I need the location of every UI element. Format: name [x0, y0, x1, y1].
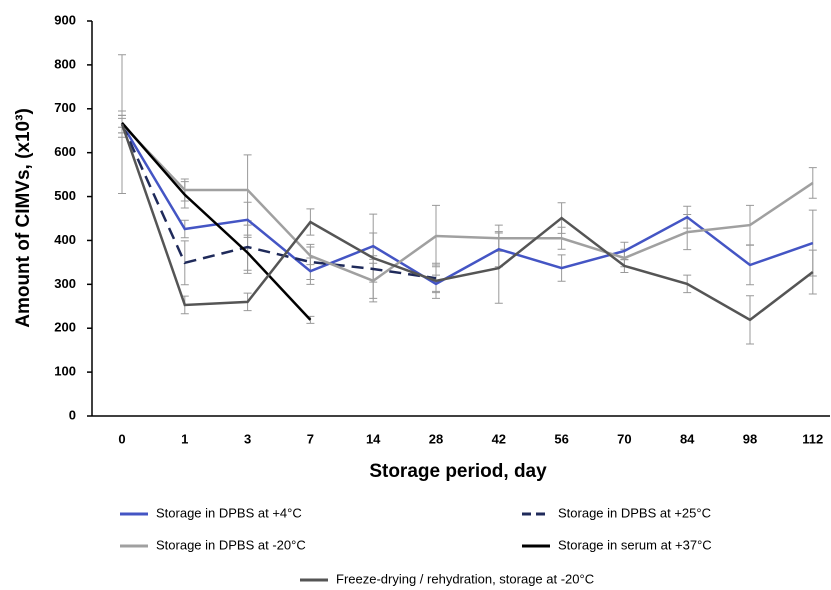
- x-tick-label: 3: [244, 431, 251, 446]
- x-tick-label: 70: [617, 431, 631, 446]
- x-tick-label: 56: [554, 431, 568, 446]
- x-tick-label: 14: [366, 431, 381, 446]
- legend-label: Storage in serum at +37°C: [558, 537, 712, 552]
- y-axis-title: Amount of CIMVs, (x10³): [13, 108, 34, 328]
- y-tick-label: 600: [54, 144, 76, 159]
- legend-label: Storage in DPBS at +25°C: [558, 505, 711, 520]
- y-tick-label: 700: [54, 100, 76, 115]
- series-line: [120, 123, 814, 322]
- series-line: [121, 122, 312, 321]
- x-tick-label: 98: [743, 431, 757, 446]
- y-tick-label: 400: [54, 232, 76, 247]
- x-tick-label: 1: [181, 431, 188, 446]
- series-line: [120, 123, 814, 286]
- legend-label: Storage in DPBS at -20°C: [156, 537, 306, 552]
- y-tick-label: 0: [69, 407, 76, 422]
- y-tick-label: 100: [54, 364, 76, 379]
- x-tick-label: 112: [802, 431, 823, 446]
- y-tick-label: 500: [54, 188, 76, 203]
- y-tick-label: 200: [54, 320, 76, 335]
- x-tick-label: 84: [680, 431, 695, 446]
- legend-label: Freeze-drying / rehydration, storage at …: [336, 571, 594, 586]
- series-line: [120, 123, 437, 280]
- x-axis-title: Storage period, day: [369, 461, 547, 482]
- x-tick-label: 28: [429, 431, 443, 446]
- x-tick-label: 42: [492, 431, 506, 446]
- x-tick-label: 7: [307, 431, 314, 446]
- y-tick-label: 900: [54, 12, 76, 27]
- y-tick-label: 800: [54, 56, 76, 71]
- series-line: [121, 123, 814, 283]
- x-tick-label: 0: [118, 431, 125, 446]
- legend-label: Storage in DPBS at +4°C: [156, 505, 302, 520]
- y-tick-label: 300: [54, 276, 76, 291]
